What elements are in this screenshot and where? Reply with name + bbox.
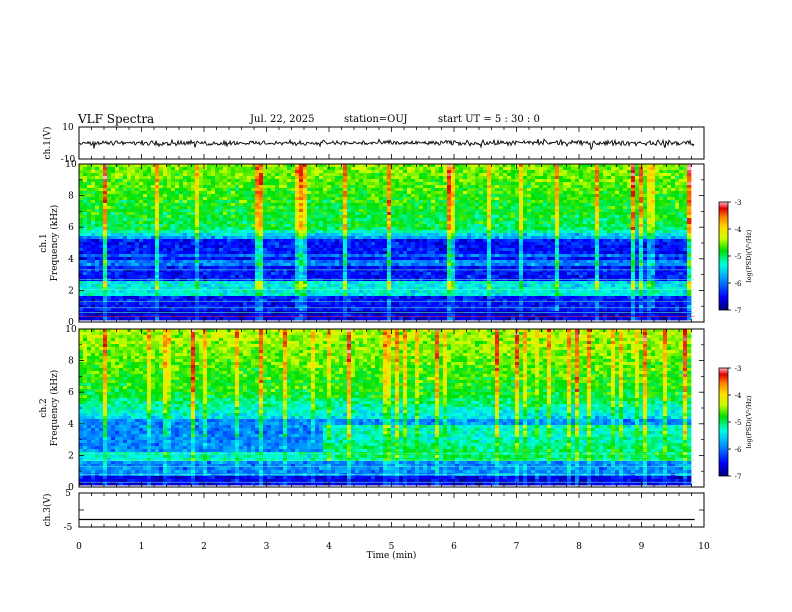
colorbar-tick-label: -7 [735,307,742,315]
panel-frame [79,493,704,527]
ch3-ytick-label: -5 [64,523,73,533]
x-axis-label: Time (min) [367,550,417,561]
y-tick-label: 10 [65,160,77,170]
colorbar-label: log(PSD)(V²/Hz) [745,229,753,282]
colorbar [719,368,728,476]
colorbar-tick-label: -6 [735,446,742,454]
y-tick-label: 10 [65,325,77,335]
colorbar-tick-label: -4 [735,226,742,234]
y-tick-label: 4 [68,255,74,265]
ch1-waveform-trace [79,139,694,149]
colorbar-tick-label: -4 [735,392,742,400]
colorbar-tick-label: -3 [735,365,742,373]
ch1-spectrogram [79,164,695,320]
ch1-ylabel: ch.1(V) [42,127,53,160]
y-tick-label: 8 [68,357,74,367]
x-tick-label: 2 [201,542,207,552]
ch3-ytick-label: 5 [65,489,71,499]
x-tick-label: 8 [576,542,582,552]
x-tick-label: 0 [76,542,82,552]
x-tick-label: 1 [139,542,145,552]
colorbar [719,202,728,310]
spectrogram-channel-label: ch.2 [39,398,49,417]
colorbar-tick-label: -7 [735,473,742,481]
x-tick-label: 6 [451,542,457,552]
colorbar-tick-label: -5 [735,419,742,427]
x-tick-label: 7 [514,542,520,552]
y-tick-label: 6 [68,388,74,398]
colorbar-label: log(PSD)(V²/Hz) [745,395,753,448]
x-tick-label: 10 [698,542,710,552]
spectrogram-channel-label: ch.1 [39,233,49,252]
spectrogram-ylabel: Frequency (kHz) [49,370,60,447]
y-tick-label: 2 [68,451,74,461]
colorbar-tick-label: -6 [735,280,742,288]
x-tick-label: 3 [264,542,270,552]
ch3-ylabel: ch.3(V) [42,494,53,527]
y-tick-label: 4 [68,420,74,430]
y-tick-label: 6 [68,223,74,233]
ch1-ytick-label: 10 [62,123,74,133]
y-tick-label: 2 [68,286,74,296]
x-tick-label: 4 [326,542,332,552]
colorbar-tick-label: -3 [735,199,742,207]
spectrogram-ylabel: Frequency (kHz) [49,205,60,282]
colorbar-tick-label: -5 [735,253,742,261]
x-tick-label: 9 [639,542,645,552]
ch2-spectrogram [79,329,695,485]
y-tick-label: 8 [68,192,74,202]
